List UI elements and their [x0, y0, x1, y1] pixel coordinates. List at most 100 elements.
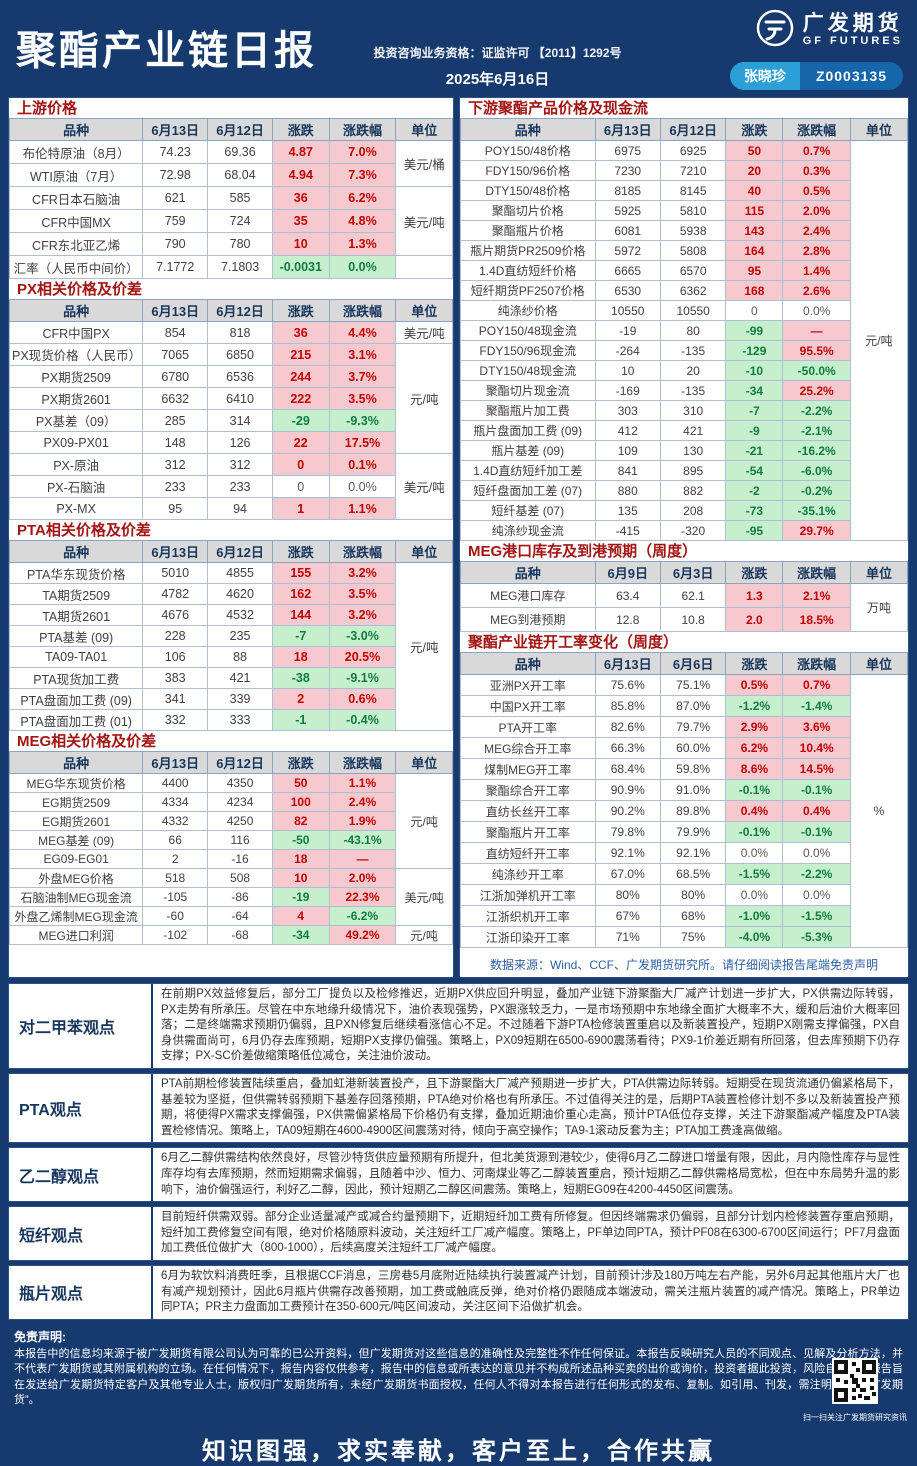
product-cell: FDY150/96现金流: [460, 340, 596, 361]
section-title-upstream: 上游价格: [17, 100, 78, 117]
table-row: PX期货2601 6632 6410 222 3.5%: [8, 387, 453, 410]
pct-cell: 0.4%: [782, 800, 851, 822]
value-cell: 7210: [659, 160, 727, 181]
table-row: EG期货2601 4332 4250 82 1.9%: [8, 811, 453, 831]
pct-cell: 49.2%: [328, 925, 397, 945]
value-cell: 6081: [594, 220, 661, 241]
value-cell: 10: [594, 360, 661, 381]
change-cell: 18: [271, 646, 330, 668]
opinion-text: 目前短纤供需双弱。部分企业适量减产或减合约量预期下，近期短纤加工费有所修复。但因…: [161, 1211, 900, 1255]
value-cell: 68.4%: [594, 758, 661, 780]
value-cell: 75.6%: [594, 674, 661, 696]
column-header: 涨跌: [271, 540, 330, 563]
value-cell: 6410: [207, 387, 273, 410]
value-cell: -86: [207, 887, 273, 907]
unit-cell: 美元/吨: [395, 868, 453, 926]
value-cell: 7065: [142, 343, 209, 366]
product-cell: POY150/48现金流: [460, 320, 596, 341]
value-cell: 116: [207, 830, 273, 850]
unit-cell: 美元/吨: [395, 321, 453, 344]
value-cell: 759: [142, 209, 209, 233]
change-cell: -1.0%: [725, 905, 784, 927]
value-cell: 7.1772: [142, 255, 209, 279]
pct-cell: 3.1%: [328, 343, 397, 366]
value-cell: 63.4: [594, 583, 661, 608]
column-header: 品种: [460, 561, 596, 584]
product-cell: 亚洲PX开工率: [460, 674, 596, 696]
value-cell: 79.8%: [594, 821, 661, 843]
product-cell: PTA基差 (09): [8, 625, 144, 647]
column-header: 涨跌幅: [328, 751, 397, 774]
brand-name-cn: 广发期货: [802, 12, 903, 35]
value-cell: 6665: [594, 260, 661, 281]
table-row: PTA开工率 82.6% 79.7% 2.9% 3.6%: [460, 716, 908, 738]
table-row: MEG港口库存 63.4 62.1 1.3 2.1% 万吨: [460, 583, 909, 632]
value-cell: 87.0%: [659, 695, 727, 717]
value-cell: -16: [207, 849, 273, 869]
value-cell: 130: [659, 440, 727, 461]
value-cell: 135: [594, 500, 661, 521]
opinion-label: 对二甲苯观点: [9, 984, 153, 1068]
change-cell: 0.5%: [725, 674, 784, 696]
gf-futures-logo-icon: [755, 8, 795, 53]
product-cell: CFR东北亚乙烯: [8, 232, 144, 256]
change-cell: -38: [271, 667, 330, 689]
column-header: 6月12日: [207, 540, 273, 563]
value-cell: 109: [594, 440, 661, 461]
opinion-label: 瓶片观点: [9, 1265, 153, 1319]
value-cell: -102: [142, 925, 209, 945]
change-cell: -34: [725, 380, 784, 401]
value-cell: 79.7%: [659, 716, 727, 738]
pct-cell: 3.5%: [328, 583, 397, 605]
value-cell: 92.1%: [594, 842, 661, 864]
table-row: DTY150/48现金流 10 20 -10 -50.0%: [460, 360, 908, 381]
pct-cell: -3.0%: [328, 625, 397, 647]
product-cell: 短纤盘面加工差 (07): [460, 480, 596, 501]
product-cell: 直纺长丝开工率: [460, 800, 596, 822]
table-row: EG09-EG01 2 -16 18—: [8, 849, 453, 869]
opinion-row: PTA观点 PTA前期检修装置陆续重启，叠加虹港新装置投产，且下游聚酯大厂减产预期…: [8, 1072, 909, 1144]
product-cell: DTY150/48价格: [460, 180, 596, 201]
value-cell: 67.0%: [594, 863, 661, 885]
disclaimer-title: 免责声明:: [14, 1329, 66, 1344]
table-row: MEG到港预期 12.8 10.8 2.0 18.5%: [460, 607, 908, 632]
value-cell: 233: [142, 475, 209, 498]
pct-cell: 2.4%: [782, 220, 851, 241]
product-cell: 聚酯瓶片加工费: [460, 400, 596, 421]
pct-cell: 18.5%: [782, 607, 851, 632]
column-header: 6月12日: [207, 118, 273, 141]
pct-cell: 29.7%: [782, 520, 851, 541]
value-cell: 85.8%: [594, 695, 661, 717]
change-cell: -54: [725, 460, 784, 481]
value-cell: 4400: [142, 773, 209, 793]
column-header: 品种: [8, 299, 144, 322]
value-cell: 148: [142, 431, 209, 454]
product-cell: 江浙加弹机开工率: [460, 884, 596, 906]
column-header: 涨跌: [271, 118, 330, 141]
value-cell: 841: [594, 460, 661, 481]
table-row: CFR中国PX 854 818 36 4.4% 美元/吨: [8, 321, 453, 344]
pct-cell: 17.5%: [328, 431, 397, 454]
pct-cell: 4.4%: [328, 321, 397, 344]
product-cell: 直纺短纤开工率: [460, 842, 596, 864]
table-row: 煤制MEG开工率 68.4% 59.8% 8.6% 14.5%: [460, 758, 908, 780]
table-row: 瓶片盘面加工费 (09) 412 421 -9 -2.1%: [460, 420, 908, 441]
column-header: 6月13日: [142, 118, 209, 141]
value-cell: 4250: [207, 811, 273, 831]
pct-cell: -0.2%: [782, 480, 851, 501]
opinion-text: 在前期PX效益修复后，部分工厂提负以及检修推迟，近期PX供应回升明显，叠加产业链…: [161, 988, 900, 1063]
pct-cell: -43.1%: [328, 830, 397, 850]
disclaimer-text: 本报告中的信息均来源于被广发期货有限公司认为可靠的已公开资料，但广发期货对这些信…: [14, 1347, 903, 1407]
table-row: 外盘乙烯制MEG现金流 -60 -64 4 -6.2%: [8, 906, 453, 926]
change-cell: 36: [271, 321, 330, 344]
table-row: PX现货价格（人民币） 7065 6850 215 3.1% 元/吨: [8, 343, 453, 454]
value-cell: 5938: [659, 220, 727, 241]
product-cell: 石脑油制MEG现金流: [8, 887, 144, 907]
product-cell: TA期货2601: [8, 604, 144, 626]
section-title-meg: MEG相关价格及价差: [17, 733, 157, 750]
value-cell: 4334: [142, 792, 209, 812]
change-cell: -7: [725, 400, 784, 421]
change-cell: -9: [725, 420, 784, 441]
column-header: 涨跌幅: [782, 118, 851, 141]
product-cell: 江浙织机开工率: [460, 905, 596, 927]
